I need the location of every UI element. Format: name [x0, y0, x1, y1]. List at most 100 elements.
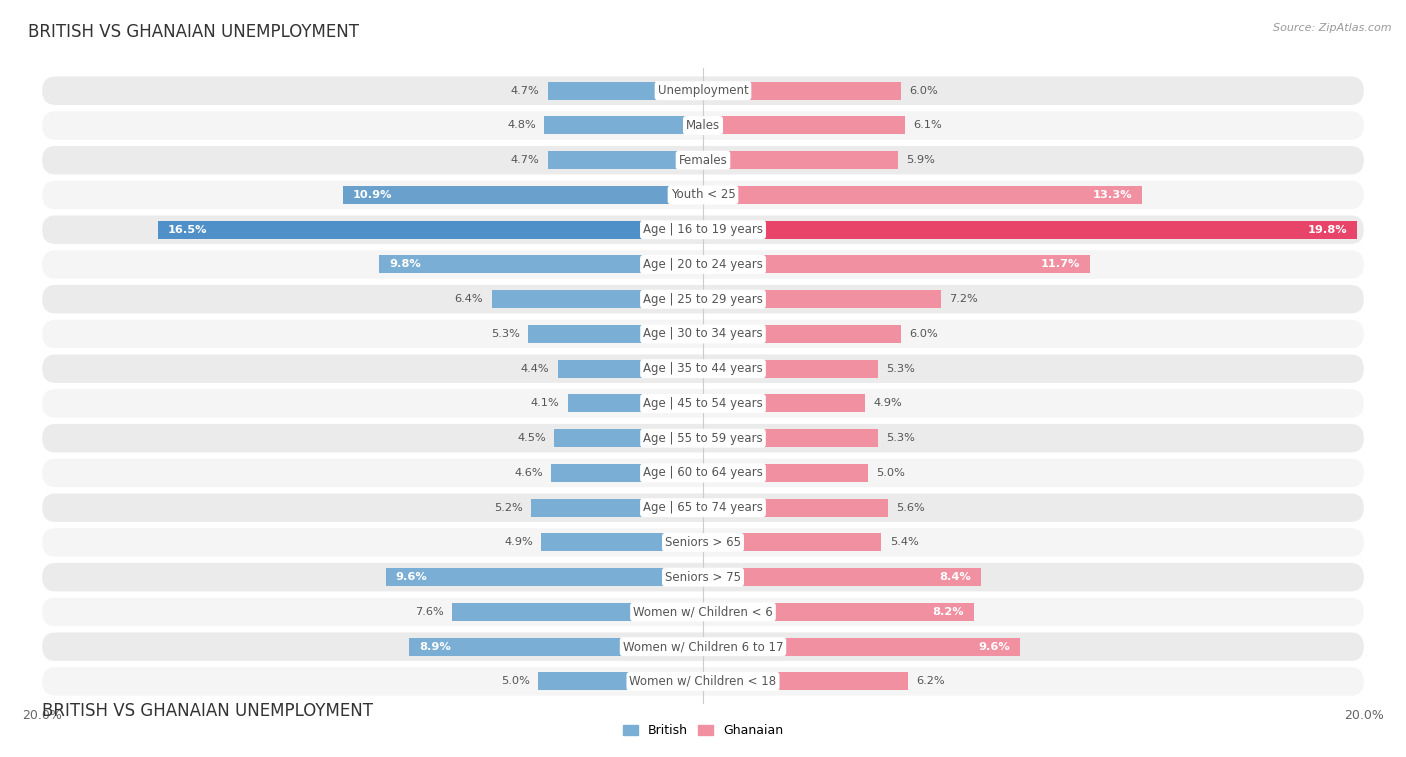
Bar: [558, 360, 703, 378]
FancyBboxPatch shape: [42, 528, 1364, 556]
Bar: [537, 672, 703, 690]
Text: Males: Males: [686, 119, 720, 132]
Text: 5.3%: 5.3%: [491, 329, 520, 339]
Bar: [568, 394, 703, 413]
Bar: [541, 534, 703, 551]
Bar: [157, 221, 703, 238]
Text: 13.3%: 13.3%: [1092, 190, 1133, 200]
Text: 8.2%: 8.2%: [932, 607, 965, 617]
FancyBboxPatch shape: [42, 76, 1364, 105]
Text: Age | 65 to 74 years: Age | 65 to 74 years: [643, 501, 763, 514]
Text: 10.9%: 10.9%: [353, 190, 392, 200]
Text: 19.8%: 19.8%: [1308, 225, 1347, 235]
Bar: [551, 464, 703, 482]
Text: Age | 35 to 44 years: Age | 35 to 44 years: [643, 362, 763, 375]
Text: Seniors > 75: Seniors > 75: [665, 571, 741, 584]
Bar: [703, 117, 904, 135]
Bar: [385, 569, 703, 586]
Bar: [409, 637, 703, 656]
FancyBboxPatch shape: [42, 251, 1364, 279]
Text: Source: ZipAtlas.com: Source: ZipAtlas.com: [1274, 23, 1392, 33]
Text: 6.2%: 6.2%: [917, 677, 945, 687]
Text: 5.0%: 5.0%: [501, 677, 530, 687]
Text: Women w/ Children 6 to 17: Women w/ Children 6 to 17: [623, 640, 783, 653]
Text: 4.9%: 4.9%: [505, 537, 533, 547]
Text: 4.8%: 4.8%: [508, 120, 536, 130]
Text: 6.0%: 6.0%: [910, 329, 938, 339]
Bar: [703, 534, 882, 551]
Text: 9.6%: 9.6%: [395, 572, 427, 582]
FancyBboxPatch shape: [42, 319, 1364, 348]
FancyBboxPatch shape: [42, 181, 1364, 209]
FancyBboxPatch shape: [42, 598, 1364, 626]
Text: 9.8%: 9.8%: [389, 260, 420, 269]
Text: 5.3%: 5.3%: [886, 363, 915, 374]
FancyBboxPatch shape: [42, 667, 1364, 696]
Bar: [380, 255, 703, 273]
Text: Age | 25 to 29 years: Age | 25 to 29 years: [643, 293, 763, 306]
Text: Age | 30 to 34 years: Age | 30 to 34 years: [643, 328, 763, 341]
Text: 4.7%: 4.7%: [510, 86, 540, 95]
FancyBboxPatch shape: [42, 459, 1364, 488]
Text: 5.0%: 5.0%: [876, 468, 905, 478]
Bar: [544, 117, 703, 135]
Text: 4.6%: 4.6%: [515, 468, 543, 478]
Text: 8.9%: 8.9%: [419, 642, 450, 652]
Bar: [531, 499, 703, 517]
Bar: [548, 82, 703, 100]
Bar: [703, 360, 879, 378]
Text: Unemployment: Unemployment: [658, 84, 748, 97]
FancyBboxPatch shape: [42, 632, 1364, 661]
Text: Women w/ Children < 6: Women w/ Children < 6: [633, 606, 773, 618]
Bar: [703, 82, 901, 100]
Text: 5.9%: 5.9%: [907, 155, 935, 165]
Bar: [703, 569, 980, 586]
FancyBboxPatch shape: [42, 146, 1364, 174]
Bar: [548, 151, 703, 170]
Bar: [703, 464, 868, 482]
FancyBboxPatch shape: [42, 216, 1364, 244]
FancyBboxPatch shape: [42, 285, 1364, 313]
Text: Youth < 25: Youth < 25: [671, 188, 735, 201]
Bar: [527, 325, 703, 343]
Text: Seniors > 65: Seniors > 65: [665, 536, 741, 549]
Bar: [343, 186, 703, 204]
Bar: [703, 255, 1090, 273]
FancyBboxPatch shape: [42, 494, 1364, 522]
Bar: [703, 429, 879, 447]
Text: 11.7%: 11.7%: [1040, 260, 1080, 269]
FancyBboxPatch shape: [42, 424, 1364, 453]
Text: Age | 20 to 24 years: Age | 20 to 24 years: [643, 258, 763, 271]
Bar: [554, 429, 703, 447]
Bar: [703, 290, 941, 308]
Text: 4.4%: 4.4%: [520, 363, 550, 374]
Text: 5.3%: 5.3%: [886, 433, 915, 443]
Text: 5.2%: 5.2%: [494, 503, 523, 512]
Text: BRITISH VS GHANAIAN UNEMPLOYMENT: BRITISH VS GHANAIAN UNEMPLOYMENT: [28, 23, 359, 41]
Text: Age | 45 to 54 years: Age | 45 to 54 years: [643, 397, 763, 410]
Bar: [703, 672, 908, 690]
Bar: [703, 325, 901, 343]
Legend: British, Ghanaian: British, Ghanaian: [619, 719, 787, 743]
Bar: [703, 394, 865, 413]
Text: Women w/ Children < 18: Women w/ Children < 18: [630, 675, 776, 688]
Bar: [703, 221, 1357, 238]
FancyBboxPatch shape: [42, 389, 1364, 418]
Bar: [703, 499, 889, 517]
Text: Age | 16 to 19 years: Age | 16 to 19 years: [643, 223, 763, 236]
Text: Females: Females: [679, 154, 727, 167]
FancyBboxPatch shape: [42, 563, 1364, 591]
Text: 6.1%: 6.1%: [912, 120, 942, 130]
Text: 6.0%: 6.0%: [910, 86, 938, 95]
Bar: [451, 603, 703, 621]
Text: 4.7%: 4.7%: [510, 155, 540, 165]
Bar: [703, 603, 974, 621]
Text: 4.1%: 4.1%: [530, 398, 560, 409]
Text: 7.2%: 7.2%: [949, 294, 979, 304]
Text: 7.6%: 7.6%: [415, 607, 444, 617]
Bar: [492, 290, 703, 308]
Bar: [703, 186, 1143, 204]
Text: 4.9%: 4.9%: [873, 398, 901, 409]
Text: 5.6%: 5.6%: [896, 503, 925, 512]
Bar: [703, 151, 898, 170]
